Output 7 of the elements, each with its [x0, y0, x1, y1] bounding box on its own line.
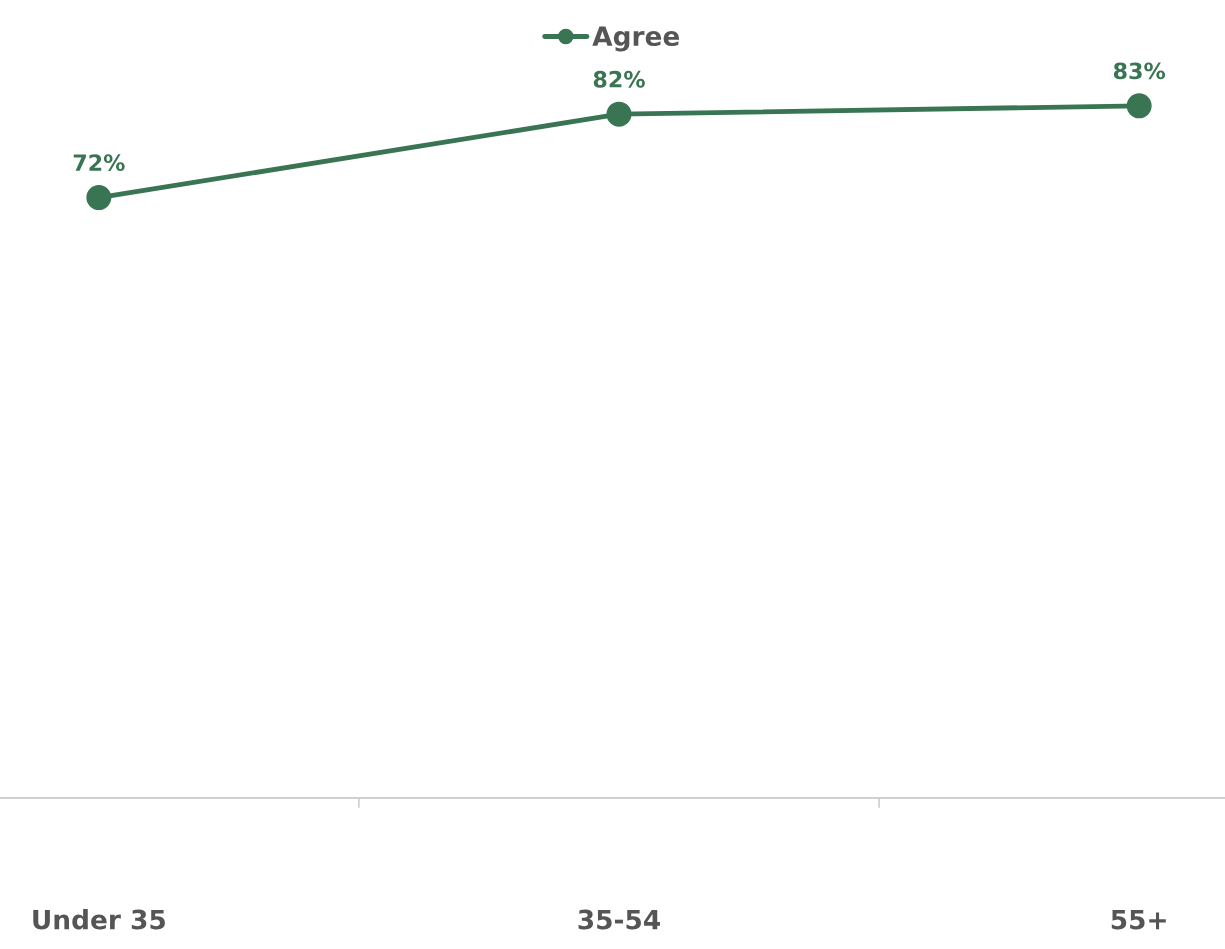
x-tick-label: Under 35	[33, 909, 165, 930]
data-label: 82%	[593, 70, 645, 88]
legend-label: Agree	[592, 26, 680, 52]
data-label: 83%	[1113, 62, 1166, 80]
x-tick-label: 35-54	[578, 909, 660, 930]
x-tick-label: 55+	[1111, 909, 1166, 930]
data-label: 72%	[73, 154, 125, 172]
